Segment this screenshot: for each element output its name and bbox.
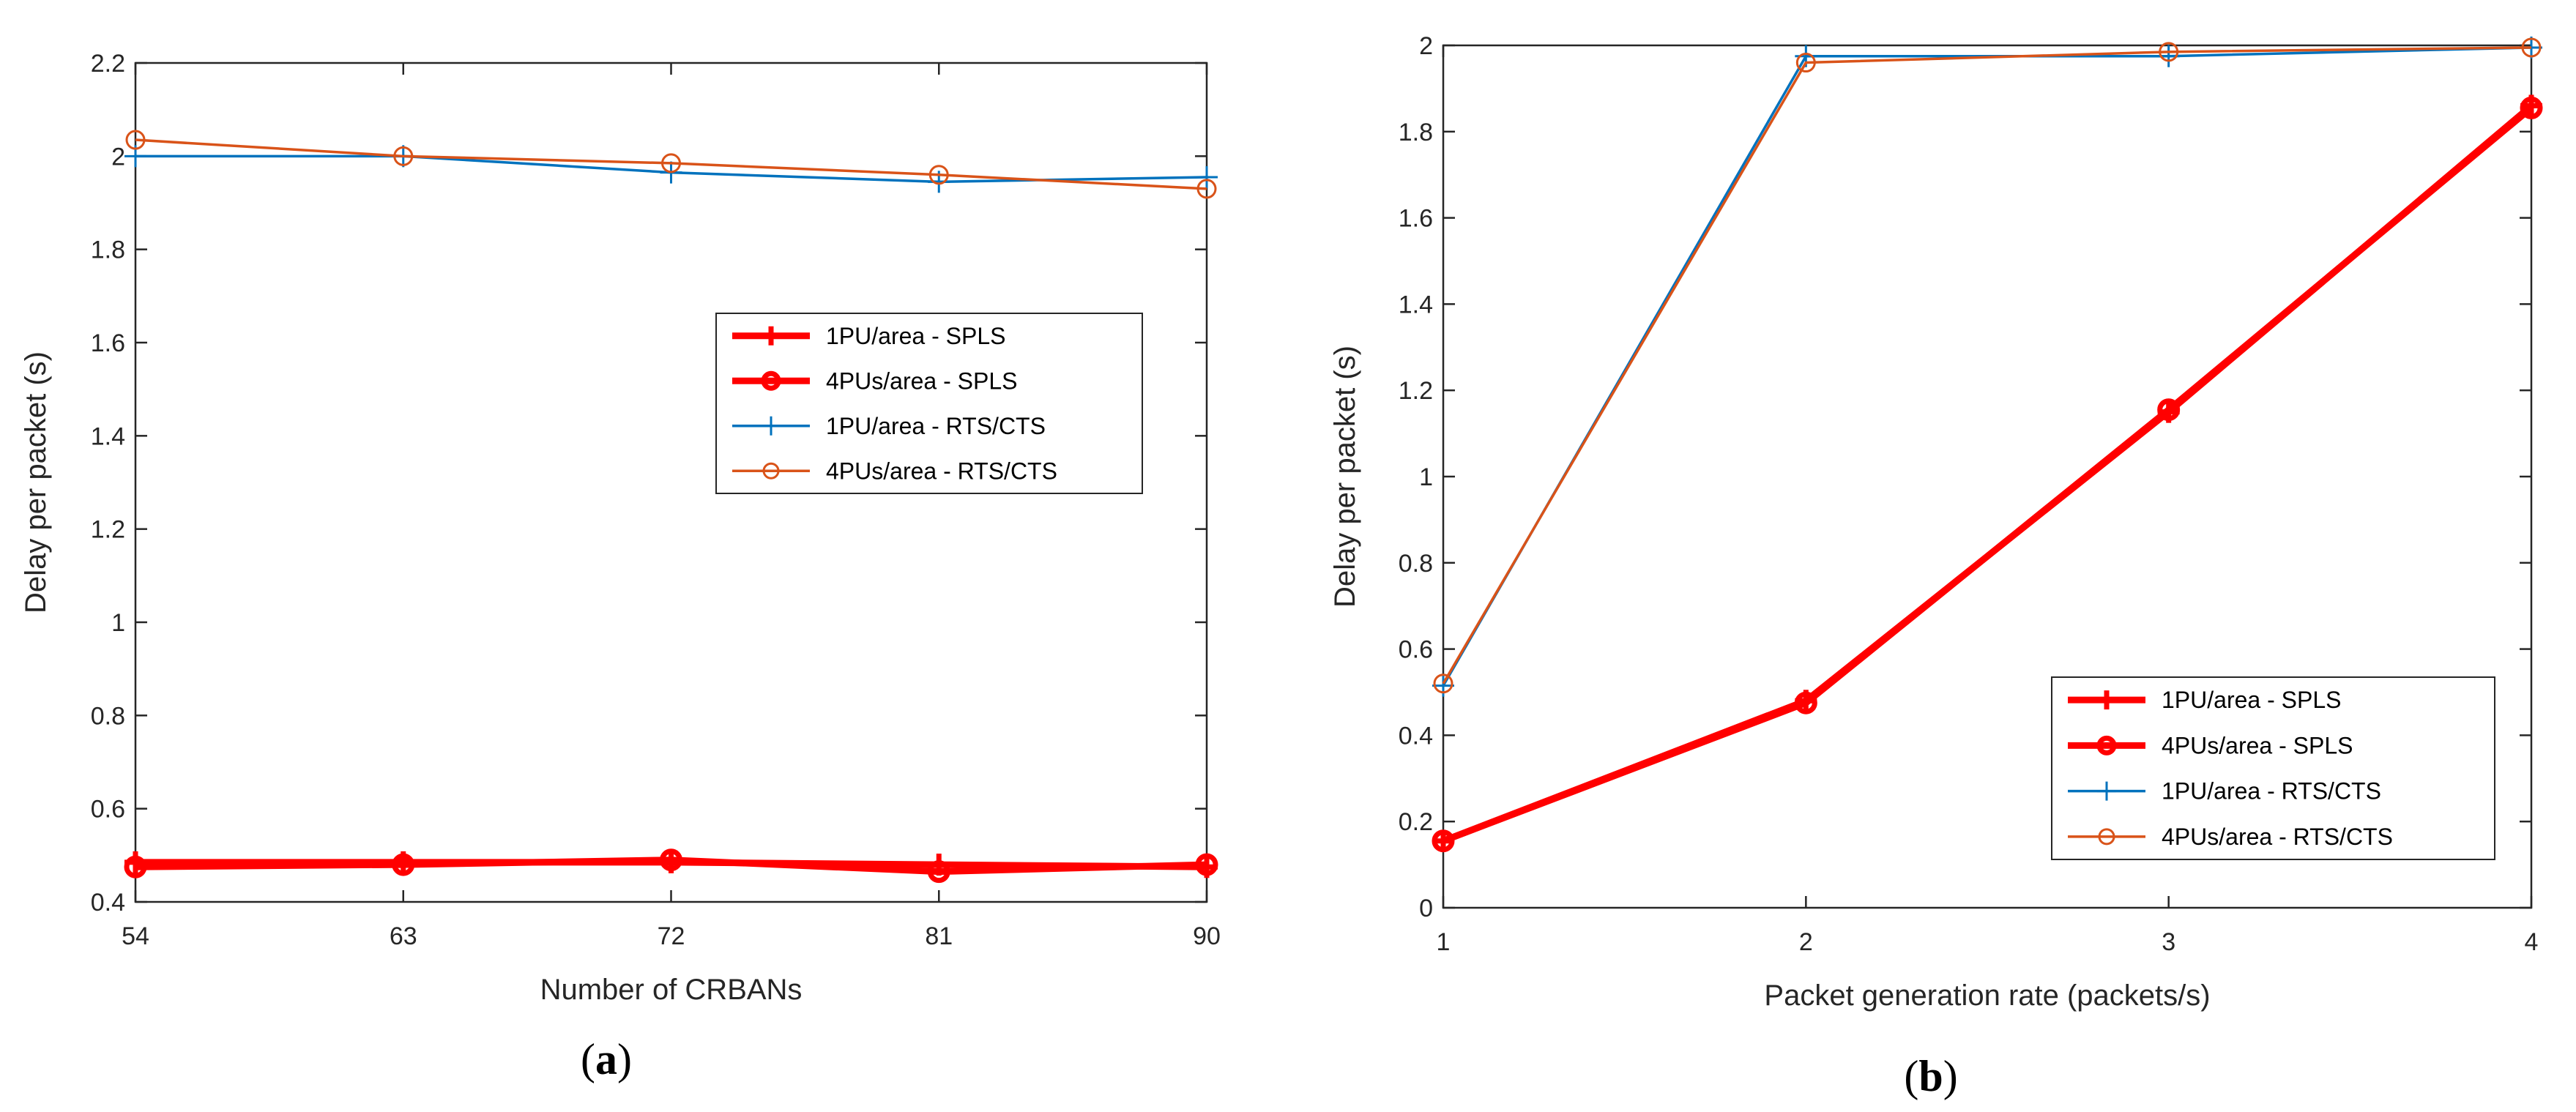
legend-marker — [762, 416, 781, 436]
data-point-marker — [1433, 673, 1453, 694]
legend-item: 4PUs/area - SPLS — [2068, 732, 2353, 758]
legend-marker — [2096, 735, 2117, 755]
y-axis-label: Delay per packet (s) — [20, 351, 52, 613]
legend: 1PU/area - SPLS 4PUs/area - SPLS 1PU/area … — [2051, 676, 2495, 860]
panel-letter: b — [1918, 1052, 1943, 1100]
series-4 — [125, 130, 1217, 199]
series-line — [1442, 46, 2532, 684]
y-tick-label: 0.6 — [1399, 636, 1433, 664]
data-point-marker — [124, 855, 147, 878]
x-tick-label: 72 — [658, 922, 685, 950]
legend-label: 1PU/area - SPLS — [2162, 687, 2341, 713]
data-point-marker — [2520, 96, 2543, 119]
y-tick-label: 1.6 — [1399, 205, 1433, 233]
y-tick-label: 1.4 — [91, 422, 125, 450]
legend-label: 1PU/area - RTS/CTS — [826, 413, 1046, 439]
legend-marker — [762, 462, 780, 479]
y-tick-label: 0.4 — [1399, 722, 1433, 750]
series-2 — [124, 848, 1218, 884]
data-point-marker — [2521, 37, 2542, 58]
x-tick-label: 90 — [1193, 922, 1221, 950]
chart-panel-b: 0 0.2 0.4 0.6 0.8 1 1.2 1.4 1.6 1.8 2 1 2 3 4 Packet ge… — [1329, 32, 2543, 1100]
panel-label: (b) — [1904, 1052, 1957, 1100]
x-tick-label: 2 — [1799, 928, 1813, 956]
y-tick-label: 0.4 — [91, 889, 125, 917]
legend-label: 4PUs/area - RTS/CTS — [826, 458, 1057, 484]
y-tick-label: 1 — [111, 609, 125, 637]
data-point-marker — [125, 130, 146, 150]
y-tick-label: 1 — [1419, 463, 1433, 491]
legend-label: 1PU/area - RTS/CTS — [2162, 778, 2381, 805]
data-point-marker — [1196, 165, 1218, 188]
y-tick-label: 1.4 — [1399, 291, 1433, 318]
data-point-marker — [661, 153, 681, 173]
legend-item: 4PUs/area - RTS/CTS — [2068, 824, 2393, 850]
data-point-marker — [392, 853, 415, 876]
legend-marker — [762, 326, 781, 346]
y-tick-label: 0.8 — [1399, 550, 1433, 578]
x-tick-label: 1 — [1437, 928, 1451, 956]
x-axis-label: Packet generation rate (packets/s) — [1764, 979, 2210, 1012]
legend-item: 4PUs/area - RTS/CTS — [732, 458, 1057, 484]
series-2 — [1432, 96, 2543, 853]
data-point-marker — [2159, 42, 2179, 62]
y-tick-label: 1.8 — [91, 236, 125, 264]
x-tick-label: 4 — [2525, 928, 2539, 956]
y-tick-label: 0 — [1419, 895, 1433, 922]
y-tick-label: 0.6 — [91, 796, 125, 824]
data-point-marker — [1432, 829, 1455, 853]
legend-item: 1PU/area - RTS/CTS — [732, 413, 1046, 439]
legend-item: 1PU/area - SPLS — [2068, 687, 2341, 713]
chart-panel-a: 0.4 0.6 0.8 1 1.2 1.4 1.6 1.8 2 2.2 54 63 72 81 90 Numb… — [20, 50, 1221, 1083]
data-point-marker — [1195, 853, 1218, 876]
x-axis-label: Number of CRBANs — [540, 974, 803, 1006]
legend-marker — [761, 370, 781, 391]
series-line — [135, 857, 1207, 876]
y-tick-label: 1.2 — [1399, 377, 1433, 405]
y-tick-label: 1.8 — [1399, 119, 1433, 146]
data-point-marker — [1196, 179, 1217, 199]
legend-marker — [2098, 828, 2115, 846]
y-tick-label: 0.8 — [91, 702, 125, 730]
legend-item: 4PUs/area - SPLS — [732, 367, 1017, 394]
x-tick-label: 81 — [925, 922, 953, 950]
legend-label: 4PUs/area - SPLS — [2162, 732, 2353, 758]
panel-letter: a — [595, 1035, 617, 1083]
legend-label: 4PUs/area - SPLS — [826, 367, 1017, 394]
data-point-marker — [660, 848, 682, 872]
data-point-marker — [393, 146, 414, 166]
x-tick-label: 3 — [2162, 928, 2175, 956]
y-axis-label: Delay per packet (s) — [1329, 346, 1361, 608]
legend-item: 1PU/area - RTS/CTS — [2068, 778, 2381, 805]
series-line — [135, 138, 1207, 190]
legend-label: 1PU/area - SPLS — [826, 323, 1005, 349]
legend-label: 4PUs/area - RTS/CTS — [2162, 824, 2393, 850]
legend-marker — [2097, 690, 2116, 710]
y-tick-label: 1.2 — [91, 516, 125, 544]
legend-marker — [2097, 781, 2116, 801]
y-tick-label: 0.2 — [1399, 808, 1433, 836]
y-tick-label: 2 — [1419, 32, 1433, 60]
legend: 1PU/area - SPLS 4PUs/area - SPLS 1PU/area … — [715, 313, 1143, 494]
x-tick-label: 54 — [122, 922, 149, 950]
data-point-marker — [1795, 53, 1816, 73]
x-tick-label: 63 — [390, 922, 417, 950]
panel-label: (a) — [581, 1035, 632, 1083]
y-tick-label: 1.6 — [91, 329, 125, 357]
data-point-marker — [2157, 398, 2181, 422]
data-point-marker — [928, 165, 949, 185]
y-tick-label: 2.2 — [91, 50, 125, 78]
data-point-marker — [927, 860, 950, 884]
data-point-marker — [1794, 691, 1817, 714]
y-tick-label: 2 — [111, 143, 125, 171]
series-line — [1442, 105, 2534, 844]
legend-item: 1PU/area - SPLS — [732, 323, 1005, 349]
legend-box — [715, 313, 1143, 494]
series-4 — [1433, 37, 2542, 694]
legend-box — [2051, 676, 2495, 860]
